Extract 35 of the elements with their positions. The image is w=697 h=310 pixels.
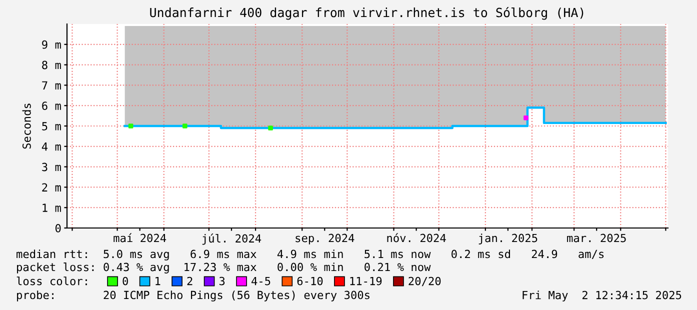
- point: [182, 124, 188, 128]
- legend-label: 4-5: [252, 276, 270, 286]
- y-tick-label: 6 m: [42, 102, 61, 110]
- x-tick-label: júl. 2024: [202, 234, 262, 245]
- y-tick-label: 5 m: [42, 122, 61, 130]
- x-tick-label: nóv. 2024: [387, 233, 446, 242]
- legend-label: 20/20: [408, 276, 441, 286]
- x-tick-label: mar. 2025: [567, 234, 626, 242]
- y-tick-label: 9 m: [42, 40, 61, 49]
- y-tick-label: 7 m: [42, 81, 61, 90]
- legend-label: 11-19: [350, 276, 382, 286]
- text: packet loss: 0.43 % avg 17.23 % max 0.00 % min 0.21 % now: [17, 262, 431, 274]
- point: [524, 115, 528, 120]
- point: [268, 126, 273, 130]
- chart-title: Undanfarnir 400 dagar from virvir.rhnet.is to Sólborg (HA): [150, 7, 584, 20]
- legend-label: 0: [122, 276, 128, 286]
- text: Fri May 2 12:34:15 2025: [522, 290, 682, 302]
- x-tick-label: jan. 2025: [478, 234, 538, 244]
- text: probe: 20 ICMP Echo Pings (56 Bytes) every 300s: [17, 290, 370, 302]
- y-tick-label: 2 m: [42, 183, 61, 192]
- text: median rtt: 5.0 ms avg 6.9 ms max 4.9 ms min 5.1 ms now 0.2 ms sd 24.9 am/s: [16, 250, 604, 260]
- x-tick-label: maí 2024: [114, 233, 166, 242]
- y-tick-label: 8 m: [42, 60, 61, 70]
- legend-label: 3: [219, 276, 225, 286]
- y-tick-label: 0: [55, 224, 61, 232]
- legend-title: loss color:: [16, 276, 87, 286]
- x-tick-label: sep. 2024: [296, 234, 354, 244]
- y-tick-label: 3 m: [42, 162, 61, 172]
- y-tick-label: 4 m: [42, 142, 61, 151]
- legend-label: 1: [156, 276, 160, 286]
- legend-label: 6-10: [297, 276, 323, 286]
- y-tick-label: 1 m: [42, 204, 61, 212]
- y-axis-title: Seconds: [22, 104, 31, 149]
- point: [128, 124, 134, 128]
- legend-label: 2: [187, 276, 192, 286]
